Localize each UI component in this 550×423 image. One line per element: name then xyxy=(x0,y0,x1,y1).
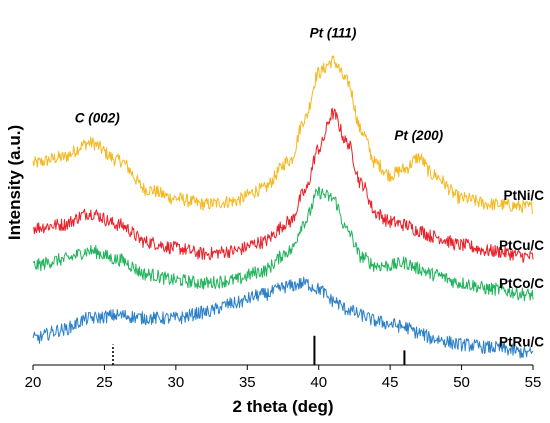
series-label-ptco-c: PtCo/C xyxy=(499,276,544,291)
x-tick-label-45: 45 xyxy=(382,374,399,391)
peak-label-2: Pt (200) xyxy=(394,128,443,143)
x-tick-label-40: 40 xyxy=(310,374,327,391)
series-line-ptco-c xyxy=(32,186,534,302)
series-label-ptcu-c: PtCu/C xyxy=(499,238,544,253)
x-tick-label-30: 30 xyxy=(168,374,185,391)
series-line-ptcu-c xyxy=(32,107,534,263)
series-line-ptru-c xyxy=(32,276,534,359)
x-tick-label-50: 50 xyxy=(453,374,470,391)
x-tick-label-20: 20 xyxy=(25,374,42,391)
x-tick-label-25: 25 xyxy=(96,374,113,391)
peak-label-1: Pt (111) xyxy=(310,26,357,41)
x-axis-title: 2 theta (deg) xyxy=(232,397,333,416)
peak-label-0: C (002) xyxy=(75,110,121,125)
series-label-ptru-c: PtRu/C xyxy=(499,334,544,349)
y-axis-title: Intensity (a.u.) xyxy=(5,125,24,240)
x-tick-label-55: 55 xyxy=(525,374,542,391)
series-label-ptni-c: PtNi/C xyxy=(504,188,545,203)
x-tick-label-35: 35 xyxy=(239,374,256,391)
series-line-ptni-c xyxy=(32,55,534,215)
